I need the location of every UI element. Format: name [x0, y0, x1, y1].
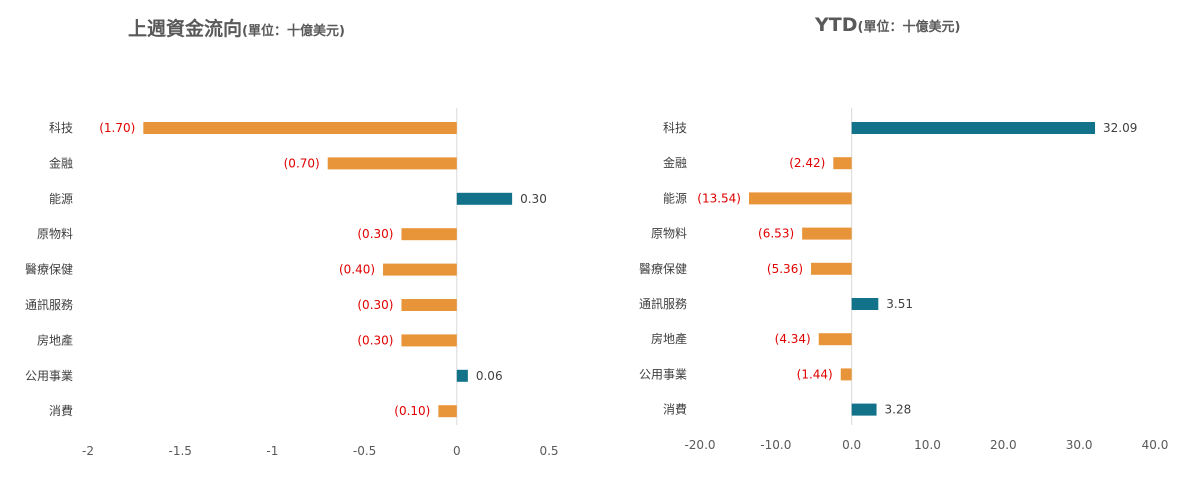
left-value-label: (0.30) [357, 333, 393, 347]
left-value-label: (0.40) [339, 263, 375, 277]
left-bar [383, 263, 457, 276]
left-category-label: 原物料 [37, 227, 73, 241]
left-category-label: 科技 [49, 121, 73, 135]
left-x-tick-label: -1.5 [168, 444, 191, 458]
left-x-tick-label: -2 [82, 444, 94, 458]
right-x-tick-label: 40.0 [1142, 438, 1169, 452]
right-value-label: (2.42) [789, 156, 825, 170]
right-value-label: (4.34) [775, 332, 811, 346]
left-bar [438, 405, 457, 418]
left-bar [456, 369, 468, 382]
right-x-tick-label: 10.0 [914, 438, 941, 452]
left-value-label: (0.10) [394, 404, 430, 418]
right-category-label: 能源 [663, 191, 687, 205]
right-chart-title-unit: (單位：十億美元) [857, 20, 961, 35]
right-bar [833, 157, 852, 170]
left-category-label: 公用事業 [25, 369, 73, 383]
right-category-label: 原物料 [651, 227, 687, 241]
right-category-label: 消費 [663, 402, 687, 417]
left-category-label: 能源 [49, 192, 73, 206]
right-value-label: (5.36) [767, 262, 803, 276]
right-category-label: 公用事業 [639, 367, 687, 381]
right-bar [818, 333, 852, 346]
right-bar [748, 192, 852, 205]
right-x-tick-label: 0.0 [842, 438, 861, 452]
right-category-label: 科技 [663, 121, 687, 135]
right-chart-title: YTD(單位：十億美元) [815, 14, 960, 36]
right-x-tick-label: -20.0 [684, 438, 715, 452]
right-bar [811, 262, 852, 275]
left-chart-title-main: 上週資金流向 [128, 18, 243, 40]
right-category-label: 房地產 [651, 331, 687, 346]
left-value-label: (0.70) [284, 156, 320, 170]
left-value-label: 0.30 [520, 192, 547, 206]
right-value-label: (1.44) [797, 367, 833, 381]
right-value-label: 32.09 [1103, 121, 1137, 135]
left-bar [401, 228, 457, 241]
left-value-label: (0.30) [357, 227, 393, 241]
right-bar [802, 227, 852, 240]
left-category-label: 通訊服務 [25, 297, 73, 312]
left-bar [456, 192, 513, 205]
right-bar [851, 403, 877, 416]
left-chart-title: 上週資金流向(單位：十億美元) [128, 14, 345, 41]
left-x-tick-label: -0.5 [353, 444, 376, 458]
left-value-label: 0.06 [476, 369, 503, 383]
right-x-tick-label: 30.0 [1066, 438, 1093, 452]
right-x-tick-label: -10.0 [760, 438, 791, 452]
right-value-label: 3.28 [885, 403, 912, 417]
right-chart-title-main: YTD [815, 14, 858, 36]
right-category-label: 金融 [663, 155, 687, 170]
right-category-label: 通訊服務 [639, 296, 687, 311]
left-x-tick-label: 0.5 [539, 444, 558, 458]
left-value-label: (0.30) [357, 298, 393, 312]
left-chart-title-unit: (單位：十億美元) [242, 24, 345, 39]
right-bar [851, 298, 879, 310]
right-bar [851, 122, 1096, 134]
right-category-label: 醫療保健 [639, 262, 687, 276]
left-value-label: (1.70) [99, 121, 135, 135]
left-x-tick-label: 0 [453, 444, 461, 458]
right-x-tick-label: 20.0 [990, 438, 1017, 452]
left-category-label: 房地產 [37, 332, 73, 347]
left-category-label: 醫療保健 [25, 263, 73, 277]
right-value-label: (6.53) [758, 227, 794, 241]
left-bar [327, 157, 457, 170]
left-bar [401, 334, 457, 347]
right-value-label: (13.54) [697, 191, 741, 205]
left-bar [143, 122, 457, 134]
right-value-label: 3.51 [886, 297, 913, 311]
left-bar [401, 299, 457, 311]
left-category-label: 消費 [49, 403, 73, 418]
left-x-tick-label: -1 [266, 444, 278, 458]
left-category-label: 金融 [49, 155, 73, 170]
right-bar [840, 368, 852, 381]
